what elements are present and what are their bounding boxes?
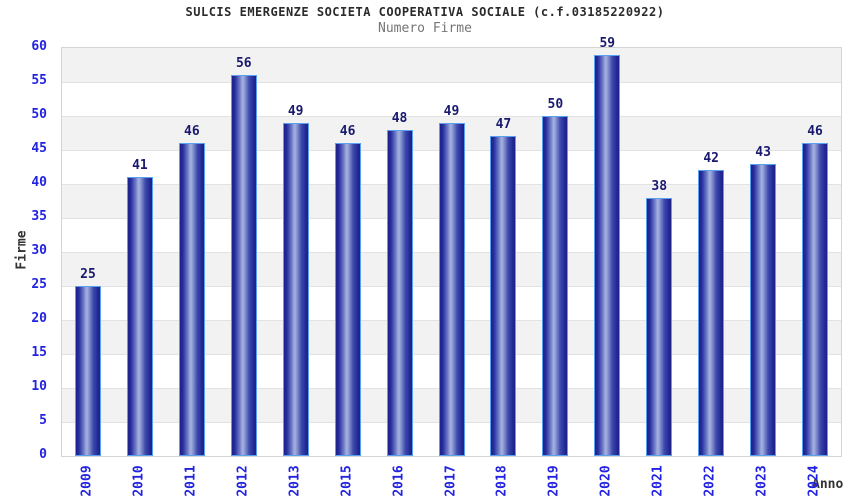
bar-2012 [230,75,257,456]
plot-band [62,82,841,116]
chart-subtitle: Numero Firme [378,21,472,36]
bar-2018 [490,136,517,456]
bar-2023 [750,163,777,456]
bar-2015 [334,143,361,456]
bar-2024 [802,143,829,456]
bar-2021 [646,197,673,456]
y-tick-label: 45 [31,141,47,156]
bar-2020 [594,54,621,456]
bar-value-label: 25 [80,267,96,282]
gridline [62,82,841,83]
y-tick-label: 20 [31,311,47,326]
bar-value-label: 43 [755,144,771,160]
x-tick-label: 2022 [702,465,718,497]
chart-title: SULCIS EMERGENZE SOCIETA COOPERATIVA SOC… [185,5,665,19]
x-tick-label: 2021 [650,465,666,497]
bar-value-label: 56 [235,56,252,72]
x-tick-label: 2011 [183,465,199,497]
bar-2013 [282,122,309,456]
y-tick-label: 30 [31,243,47,258]
x-tick-label: 2018 [494,465,510,497]
x-tick-label: 2019 [546,465,562,497]
x-tick-label: 2024 [806,465,822,497]
bar-value-label: 46 [339,124,356,140]
bar-2022 [698,170,725,456]
plot-area: 25 41 46 56 49 46 48 49 47 50 59 38 42 43 46 [61,36,842,457]
y-tick-label: 5 [39,413,47,428]
plot-band [62,48,841,82]
bar-2016 [386,129,413,456]
bar-2010 [126,177,153,456]
y-tick-label: 10 [31,379,47,394]
bar-2009 [74,286,101,456]
gridline [62,116,841,117]
y-tick-label: 40 [31,175,47,190]
y-tick-label: 0 [39,447,47,462]
bar-value-label: 46 [807,124,823,140]
bar-2017 [438,122,465,456]
bar-value-label: 50 [547,97,564,112]
x-tick-label: 2010 [131,465,147,497]
bar-2011 [178,143,205,456]
x-tick-label: 2023 [754,465,770,497]
x-tick-label: 2012 [235,465,251,497]
y-tick-label: 25 [31,277,47,292]
bar-value-label: 47 [495,117,512,133]
x-tick-label: 2009 [79,465,95,497]
x-axis-title: Anno [812,477,844,492]
bar-value-label: 41 [132,158,148,174]
x-tick-label: 2017 [443,465,458,497]
y-tick-label: 35 [31,209,47,224]
x-tick-label: 2013 [287,465,303,497]
bar-value-label: 42 [703,151,719,167]
y-tick-label: 15 [31,345,47,360]
x-tick-label: 2020 [598,465,614,497]
bar-2019 [542,116,569,456]
bar-value-label: 59 [599,35,616,51]
bar-value-label: 46 [184,124,200,140]
y-tick-label: 55 [31,73,47,88]
bar-value-label: 49 [443,103,460,119]
bar-value-label: 49 [287,103,304,119]
bar-value-label: 38 [651,178,668,194]
x-tick-label: 2016 [391,465,407,497]
x-tick-label: 2015 [339,465,355,497]
y-tick-label: 60 [31,39,47,54]
bar-value-label: 48 [391,110,408,126]
y-tick-label: 50 [31,107,47,122]
